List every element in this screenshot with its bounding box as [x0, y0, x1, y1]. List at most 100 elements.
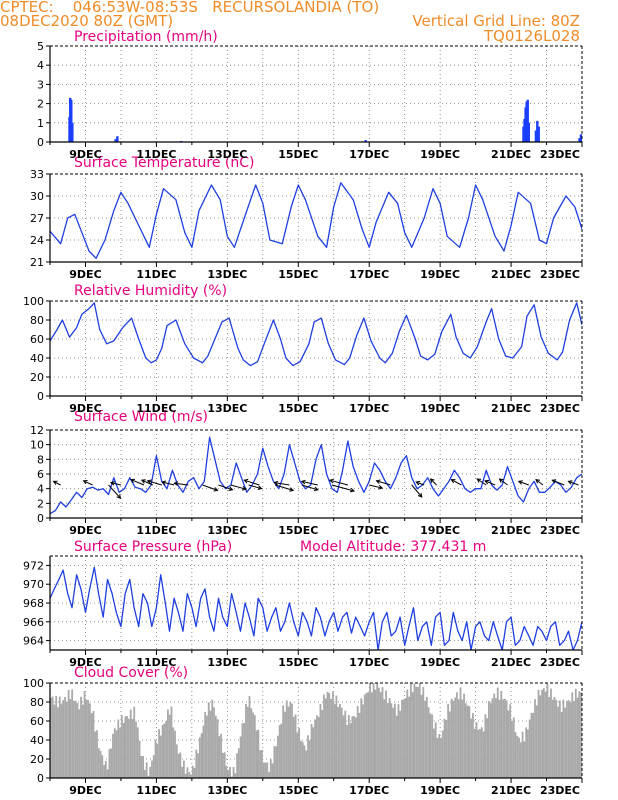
- cloud-bar: [182, 760, 185, 778]
- cloud-bar: [321, 710, 324, 778]
- cloud-bar: [340, 707, 343, 778]
- cloud-bar: [495, 698, 497, 778]
- cloud-bar: [158, 729, 160, 778]
- cloud-bar: [472, 712, 474, 778]
- cloud-bar: [239, 736, 242, 778]
- cloud-bar: [193, 767, 196, 778]
- cloud-bar: [356, 706, 359, 778]
- cloud-bar: [331, 691, 334, 778]
- cloud-bar: [489, 703, 492, 778]
- cloud-bar: [96, 730, 98, 778]
- wind-arrow-head: [349, 487, 356, 493]
- cloud-bar: [319, 703, 322, 778]
- cloud-bar: [78, 709, 81, 778]
- cloud-bar: [161, 725, 164, 778]
- cloud-xtick-label: 11DEC: [136, 784, 176, 797]
- cloud-bar: [248, 696, 251, 778]
- wind-arrow: [331, 484, 355, 492]
- cloud-bar: [560, 711, 563, 778]
- wind-ytick-label: 2: [37, 497, 44, 510]
- pressure-ytick-label: 964: [23, 635, 44, 648]
- cloud-bar: [74, 700, 77, 778]
- cloud-bar: [83, 691, 86, 778]
- cloud-bar: [383, 699, 386, 778]
- cloud-bar: [106, 769, 109, 778]
- cloud-bar: [227, 770, 230, 778]
- wind-arrow-head: [375, 479, 381, 484]
- cloud-bar: [381, 687, 384, 778]
- cloud-bar: [557, 706, 559, 778]
- cloud-bar: [374, 689, 377, 778]
- cloud-bar: [253, 715, 256, 778]
- cloud-bar: [65, 701, 68, 778]
- humidity-xtick-label: 19DEC: [420, 402, 460, 415]
- cloud-bar: [401, 699, 403, 778]
- cloud-bar: [351, 716, 354, 778]
- precip-xtick-label: 19DEC: [420, 148, 460, 161]
- header-grid-line: Vertical Grid Line: 80Z: [412, 12, 580, 30]
- wind-arrow-head: [328, 478, 334, 484]
- pressure-xtick-label: 15DEC: [278, 656, 318, 669]
- cloud-bar: [204, 711, 207, 778]
- cloud-bar: [358, 712, 361, 778]
- cloud-bar: [143, 769, 146, 778]
- temp-ytick-label: 21: [30, 256, 44, 269]
- cloud-bar: [539, 695, 542, 778]
- cloud-bar: [252, 712, 254, 778]
- cloud-bar: [486, 718, 489, 778]
- cloud-bar: [209, 710, 212, 778]
- humidity-xtick-label: 13DEC: [207, 402, 247, 415]
- cloud-bar: [188, 772, 191, 778]
- cloud-bar: [548, 697, 551, 778]
- cloud-bar: [512, 717, 515, 778]
- cloud-bar: [145, 762, 148, 778]
- cloud-bar: [431, 714, 434, 778]
- precip-bar: [70, 99, 73, 142]
- cloud-bar: [174, 730, 176, 778]
- cloud-xtick-label: 23DEC: [540, 784, 580, 797]
- cloud-bar: [519, 742, 522, 778]
- cloud-bar: [443, 718, 446, 778]
- cloud-bar: [58, 696, 61, 778]
- cloud-bar: [67, 689, 70, 778]
- precip-bar: [114, 139, 117, 142]
- temp-xtick-label: 19DEC: [420, 268, 460, 281]
- cloud-bar: [578, 691, 581, 778]
- temp-ytick-label: 27: [30, 212, 44, 225]
- cloud-bar: [461, 699, 464, 778]
- cloud-bar: [473, 728, 476, 778]
- cloud-bar: [223, 752, 226, 778]
- cloud-bar: [222, 752, 224, 778]
- wind-arrow: [218, 484, 233, 491]
- temp-xtick-label: 9DEC: [69, 268, 101, 281]
- cloud-bar: [482, 731, 485, 778]
- cloud-bar: [202, 725, 205, 778]
- cloud-bar: [500, 690, 503, 778]
- cloud-xtick-label: 19DEC: [420, 784, 460, 797]
- cloud-bar: [475, 722, 478, 778]
- cloud-bar: [413, 683, 416, 778]
- wind-arrow: [451, 479, 462, 486]
- wind-xtick-label: 13DEC: [207, 524, 247, 537]
- cloud-bar: [225, 765, 228, 778]
- cloud-bar: [296, 732, 299, 778]
- cloud-bar: [259, 750, 262, 778]
- cloud-bar: [278, 725, 281, 778]
- precip-title: Precipitation (mm/h): [74, 29, 218, 45]
- cloud-bar: [285, 700, 288, 778]
- precip-bar: [364, 140, 367, 142]
- cloud-bar: [129, 709, 132, 778]
- pressure-xtick-label: 19DEC: [420, 656, 460, 669]
- wind-title: Surface Wind (m/s): [74, 409, 208, 425]
- cloud-bar: [580, 692, 582, 778]
- cloud-bar: [445, 720, 448, 778]
- wind-arrow-head: [551, 479, 557, 484]
- cloud-bar: [147, 775, 150, 778]
- temp-xtick-label: 11DEC: [136, 268, 176, 281]
- cloud-bar: [342, 715, 345, 778]
- wind-arrow: [329, 479, 349, 486]
- humidity-ytick-label: 100: [23, 295, 44, 308]
- temp-ytick-label: 24: [30, 234, 44, 247]
- cloud-bar: [294, 714, 297, 778]
- cloud-bar: [51, 696, 54, 778]
